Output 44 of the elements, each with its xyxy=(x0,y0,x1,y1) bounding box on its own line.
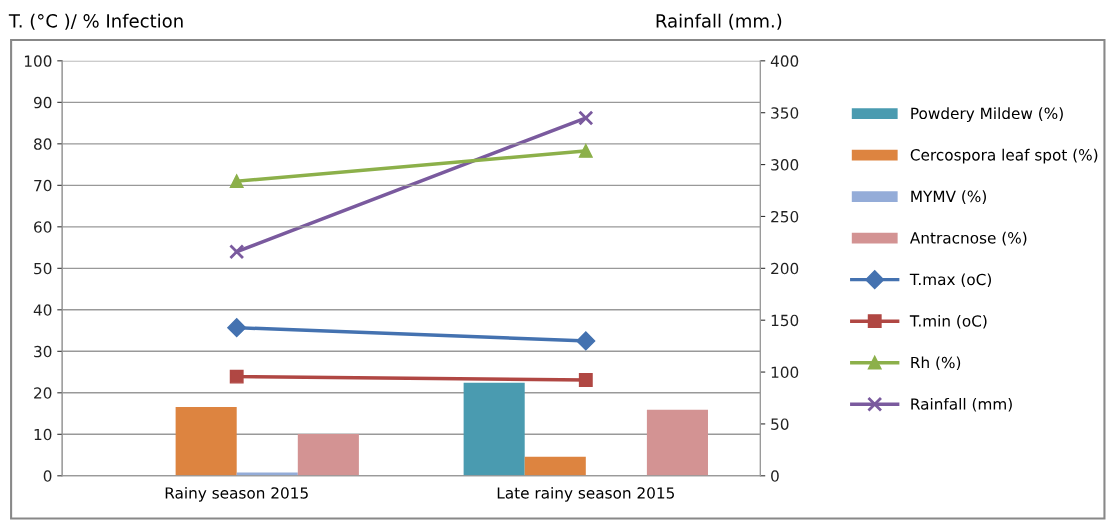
y2-tick-label: 50 xyxy=(771,418,789,430)
bar xyxy=(463,382,525,476)
legend-label: T.min (oC) xyxy=(909,314,987,329)
y-tick-label: 90 xyxy=(33,96,52,109)
legend-label: Powdery Mildew (%) xyxy=(911,107,1063,123)
y2-tick-label: 300 xyxy=(771,159,799,171)
legend-label: Antracnose (%) xyxy=(909,231,1027,246)
bar xyxy=(236,472,298,476)
x-tick-label: Rainy season 2015 xyxy=(165,486,308,502)
y-tick-label: 60 xyxy=(34,221,52,233)
y2-tick-label: 200 xyxy=(771,262,799,275)
x-tick-label: Late rainy season 2015 xyxy=(497,486,674,502)
bar xyxy=(175,406,237,476)
y-axis-title: T. (°C )/ % Infection xyxy=(8,13,183,30)
y2-tick-label: 0 xyxy=(771,470,779,482)
bar xyxy=(646,409,708,476)
y2-axis-title: Rainfall (mm.) xyxy=(656,13,782,30)
y2-tick-label: 400 xyxy=(770,55,799,67)
y-tick-label: 70 xyxy=(34,179,52,192)
point xyxy=(578,372,593,387)
y-tick-label: 0 xyxy=(43,470,52,482)
legend-label: MYMV (%) xyxy=(911,190,986,204)
y2-tick-label: 150 xyxy=(771,314,799,327)
y-tick-label: 10 xyxy=(34,428,52,441)
legend-label: Cercospora leaf spot (%) xyxy=(910,148,1098,164)
legend-label: Rainfall (mm) xyxy=(911,397,1012,412)
y-tick-label: 80 xyxy=(34,138,52,150)
point xyxy=(576,331,596,351)
bar xyxy=(524,456,586,476)
point xyxy=(227,318,247,338)
y-tick-label: 20 xyxy=(34,387,52,399)
bar xyxy=(297,433,359,476)
point xyxy=(578,143,593,158)
y2-tick-label: 250 xyxy=(771,210,799,223)
y-tick-label: 50 xyxy=(34,262,52,275)
y-tick-label: 40 xyxy=(33,304,52,316)
y2-tick-label: 350 xyxy=(771,107,799,119)
legend-label: Rh (%) xyxy=(911,356,961,371)
y-tick-label: 30 xyxy=(34,345,52,358)
point xyxy=(229,369,244,384)
y2-tick-label: 100 xyxy=(771,366,799,379)
y-tick-label: 100 xyxy=(24,55,52,67)
point xyxy=(229,174,244,189)
legend-label: T.max (oC) xyxy=(909,273,991,287)
